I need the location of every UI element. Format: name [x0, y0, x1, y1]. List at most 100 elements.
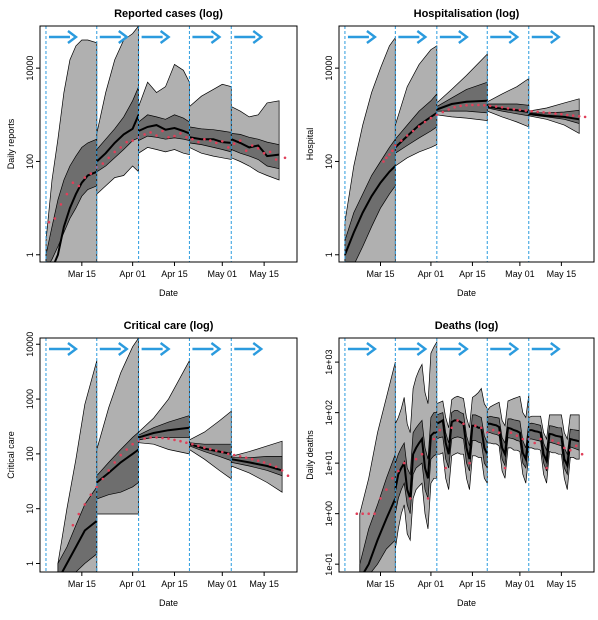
observed-point — [268, 150, 272, 154]
median-line-1 — [362, 497, 397, 572]
y-tick-label: 100 — [324, 154, 334, 169]
forecast-arrow-head — [210, 342, 222, 356]
y-tick-label: 10 — [25, 504, 35, 514]
x-tick-label: Apr 15 — [459, 269, 486, 279]
observed-point — [167, 136, 170, 139]
observed-point — [471, 103, 474, 107]
observed-point — [450, 426, 454, 430]
observed-point — [391, 149, 394, 152]
observed-point — [530, 110, 533, 113]
observed-point — [244, 456, 248, 460]
observed-point — [474, 424, 477, 428]
observed-point — [262, 151, 266, 155]
observed-point — [209, 139, 212, 142]
observed-point — [459, 104, 462, 108]
observed-point — [518, 108, 522, 112]
forecast-arrow-head — [159, 30, 171, 44]
observed-point — [131, 139, 134, 142]
median-line-2 — [394, 112, 438, 149]
observed-point — [405, 134, 409, 137]
y-tick-label: 100 — [25, 446, 35, 461]
median-line-3 — [436, 418, 489, 460]
x-tick-label: Apr 15 — [161, 579, 188, 589]
observed-point — [274, 465, 278, 469]
observed-point — [95, 485, 99, 489]
forecast-arrow-head — [210, 30, 222, 44]
observed-point — [551, 439, 554, 442]
median-line-3 — [138, 426, 190, 439]
observed-point — [215, 449, 218, 452]
y-tick-label: 1e+00 — [324, 501, 334, 526]
median-line-2 — [96, 114, 140, 163]
x-tick-label: Mar 15 — [68, 269, 96, 279]
observed-point — [521, 437, 525, 441]
observed-point — [429, 116, 433, 120]
observed-point — [89, 172, 93, 175]
observed-point — [414, 457, 418, 461]
x-tick-label: May 01 — [208, 579, 238, 589]
observed-point — [113, 150, 116, 154]
observed-point — [119, 453, 122, 457]
y-tick-label: 10000 — [324, 56, 334, 81]
median-line-4 — [189, 136, 232, 144]
outer-interval-band-3 — [138, 360, 190, 455]
x-axis-label: Date — [457, 288, 476, 298]
median-line-4 — [487, 422, 530, 463]
forecast-arrow-head — [366, 30, 377, 44]
median-line-2 — [394, 431, 437, 499]
observed-point — [262, 461, 266, 464]
outer-interval-band-4 — [486, 77, 530, 128]
observed-point — [444, 466, 448, 470]
y-tick-label: 1e+03 — [324, 349, 334, 374]
x-tick-label: Apr 15 — [161, 269, 188, 279]
forecast-arrow-head — [366, 342, 377, 356]
x-tick-label: Apr 01 — [418, 579, 445, 589]
observed-point — [131, 442, 134, 446]
observed-point — [438, 428, 442, 432]
observed-point — [400, 139, 403, 142]
observed-point — [250, 144, 254, 147]
inner-interval-band-5 — [230, 133, 280, 170]
forecast-arrow-head — [252, 342, 264, 356]
observed-point — [477, 103, 480, 107]
observed-point — [221, 450, 224, 454]
y-axis-label: Hospital — [305, 128, 315, 161]
chart-title: Reported cases (log) — [114, 8, 223, 20]
observed-point — [191, 137, 194, 141]
observed-point — [367, 512, 371, 515]
forecast-arrow-head — [508, 30, 520, 44]
forecast-arrow-head — [118, 342, 129, 356]
forecast-arrow-head — [416, 30, 428, 44]
observed-point — [382, 160, 385, 163]
x-tick-label: May 01 — [505, 579, 535, 589]
observed-point — [391, 477, 394, 480]
observed-point — [161, 436, 164, 440]
observed-point — [557, 441, 560, 445]
x-tick-label: May 15 — [249, 269, 279, 279]
observed-point — [483, 104, 486, 107]
observed-point — [497, 431, 501, 435]
observed-point — [107, 469, 110, 472]
observed-point — [89, 493, 93, 497]
observed-point — [355, 512, 359, 515]
observed-point — [125, 448, 128, 451]
observed-point — [465, 104, 468, 107]
observed-point — [394, 144, 397, 147]
observed-point — [197, 140, 200, 144]
chart-panel-1: Mar 15 Apr 01 Apr 15 May 01 May 15 1 100 10000 R… — [6, 8, 298, 298]
observed-point — [548, 111, 551, 115]
forecast-arrow-head — [159, 342, 171, 356]
observed-point — [71, 523, 75, 527]
observed-point — [143, 437, 146, 440]
observed-point — [423, 120, 427, 124]
y-tick-label: 1e-01 — [324, 553, 334, 576]
observed-point — [486, 431, 489, 435]
observed-point — [503, 466, 507, 470]
observed-point — [101, 162, 105, 165]
observed-point — [512, 107, 516, 111]
observed-point — [238, 455, 242, 458]
observed-point — [256, 459, 260, 463]
plot-area — [355, 340, 584, 572]
observed-point — [488, 104, 492, 108]
observed-point — [149, 131, 152, 134]
